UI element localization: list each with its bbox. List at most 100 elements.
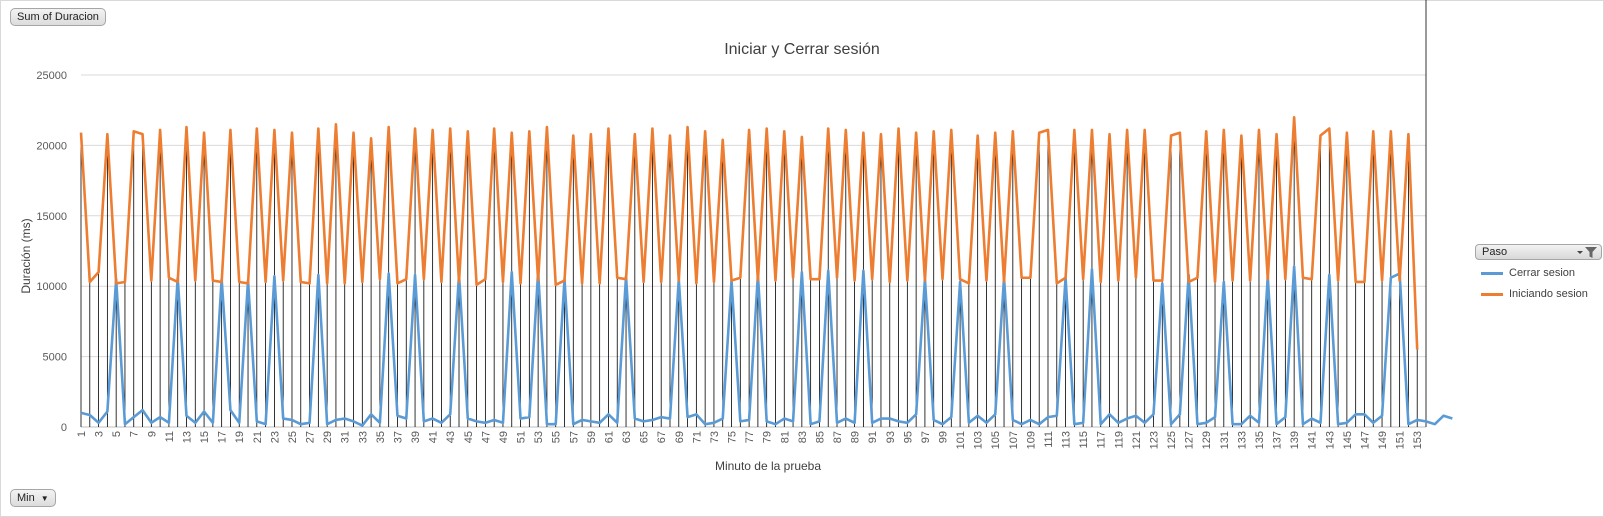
legend-item-cerrar-sesion: Cerrar sesion (1481, 267, 1575, 279)
y-tick-label: 15000 (36, 211, 67, 223)
legend-swatch-cerrar (1481, 271, 1503, 275)
x-tick-label: 145 (1342, 431, 1354, 449)
value-field-button[interactable]: Sum of Duracion (10, 8, 106, 26)
x-tick-labels: 1 3 5 7 9 11 13 15 17 19 21 23 25 27 29 31 33 35 37 39 41 43 4… (76, 431, 1424, 449)
x-tick-label: 1 (76, 431, 88, 437)
drop-lines (80, 0, 1427, 427)
x-tick-label: 103 (973, 431, 985, 449)
x-tick-label: 53 (533, 431, 545, 443)
x-tick-label: 69 (674, 431, 686, 443)
x-tick-label: 113 (1061, 431, 1073, 449)
x-tick-label: 59 (586, 431, 598, 443)
x-tick-label: 63 (621, 431, 633, 443)
x-tick-label: 105 (990, 431, 1002, 449)
axis-field-label: Min (17, 492, 35, 504)
x-tick-label: 5 (111, 431, 123, 437)
x-axis-label: Minuto de la prueba (715, 459, 821, 473)
x-tick-label: 135 (1254, 431, 1266, 449)
x-tick-label: 3 (94, 431, 106, 437)
legend-field-label: Paso (1482, 246, 1508, 258)
x-tick-label: 127 (1184, 431, 1196, 449)
legend-field-button[interactable]: Paso (1475, 244, 1602, 260)
x-tick-label: 93 (885, 431, 897, 443)
x-tick-label: 37 (392, 431, 404, 443)
x-tick-label: 31 (340, 431, 352, 443)
x-tick-label: 125 (1166, 431, 1178, 449)
x-tick-label: 81 (779, 431, 791, 443)
x-tick-label: 67 (656, 431, 668, 443)
x-tick-label: 117 (1096, 431, 1108, 449)
y-tick-labels: 0 5000 10000 15000 20000 25000 (36, 70, 67, 434)
x-tick-label: 109 (1025, 431, 1037, 449)
x-tick-label: 147 (1359, 431, 1371, 449)
x-tick-label: 129 (1201, 431, 1213, 449)
x-tick-label: 61 (603, 431, 615, 443)
y-tick-label: 0 (61, 422, 67, 434)
x-tick-label: 149 (1377, 431, 1389, 449)
filter-icon[interactable] (1576, 246, 1598, 259)
x-tick-label: 11 (164, 431, 176, 442)
x-tick-label: 51 (516, 431, 528, 443)
x-tick-label: 75 (727, 431, 739, 443)
x-tick-label: 55 (551, 431, 563, 443)
x-tick-label: 7 (129, 431, 141, 437)
x-tick-label: 57 (568, 431, 580, 443)
x-tick-label: 119 (1113, 431, 1125, 449)
x-tick-label: 43 (445, 431, 457, 443)
x-tick-label: 33 (357, 431, 369, 443)
series-line-iniciando-sesion (79, 115, 1419, 350)
legend: Paso Cerrar sesion Iniciando sesion (1475, 244, 1602, 308)
legend-item-iniciando-sesion: Iniciando sesion (1481, 288, 1588, 300)
x-tick-label: 73 (709, 431, 721, 443)
x-tick-label: 45 (463, 431, 475, 443)
x-tick-label: 77 (744, 431, 756, 443)
x-tick-label: 143 (1324, 431, 1336, 449)
legend-label-iniciando: Iniciando sesion (1509, 288, 1588, 300)
x-tick-label: 23 (269, 431, 281, 443)
x-tick-label: 89 (850, 431, 862, 443)
x-tick-label: 99 (938, 431, 950, 443)
x-tick-label: 83 (797, 431, 809, 443)
x-tick-label: 85 (814, 431, 826, 443)
x-tick-label: 29 (322, 431, 334, 443)
x-tick-label: 19 (234, 431, 246, 443)
x-tick-label: 95 (902, 431, 914, 443)
x-tick-label: 39 (410, 431, 422, 443)
x-tick-label: 131 (1219, 431, 1231, 449)
y-tick-label: 10000 (36, 281, 67, 293)
chart-title: Iniciar y Cerrar sesión (724, 41, 880, 58)
x-tick-label: 153 (1412, 431, 1424, 449)
series-line-cerrar-sesion (80, 265, 1453, 427)
x-tick-label: 141 (1307, 431, 1319, 449)
axis-field-button[interactable]: Min ▼ (10, 489, 56, 507)
x-tick-label: 151 (1395, 431, 1407, 449)
x-tick-label: 139 (1289, 431, 1301, 449)
x-tick-label: 13 (181, 431, 193, 443)
x-tick-label: 101 (955, 431, 967, 449)
x-tick-label: 107 (1008, 431, 1020, 449)
x-tick-label: 17 (217, 431, 229, 443)
legend-label-cerrar: Cerrar sesion (1509, 267, 1576, 279)
y-tick-label: 20000 (36, 140, 67, 152)
legend-swatch-iniciando (1481, 292, 1503, 296)
x-tick-label: 115 (1078, 431, 1090, 449)
chevron-down-icon: ▼ (40, 494, 49, 503)
x-tick-label: 133 (1236, 431, 1248, 449)
x-tick-label: 41 (428, 431, 440, 443)
x-tick-label: 25 (287, 431, 299, 443)
y-axis-label: Duración (ms) (19, 218, 33, 293)
x-tick-label: 15 (199, 431, 211, 443)
y-tick-label: 5000 (43, 352, 67, 364)
x-tick-label: 91 (867, 431, 879, 443)
y-tick-label: 25000 (36, 70, 67, 82)
x-tick-label: 87 (832, 431, 844, 443)
x-tick-label: 49 (498, 431, 510, 443)
x-tick-label: 71 (691, 431, 703, 443)
series-group (79, 115, 1453, 427)
x-tick-label: 79 (762, 431, 774, 443)
x-tick-label: 27 (305, 431, 317, 443)
x-tick-label: 35 (375, 431, 387, 443)
x-tick-label: 21 (252, 431, 264, 443)
x-tick-label: 65 (639, 431, 651, 443)
